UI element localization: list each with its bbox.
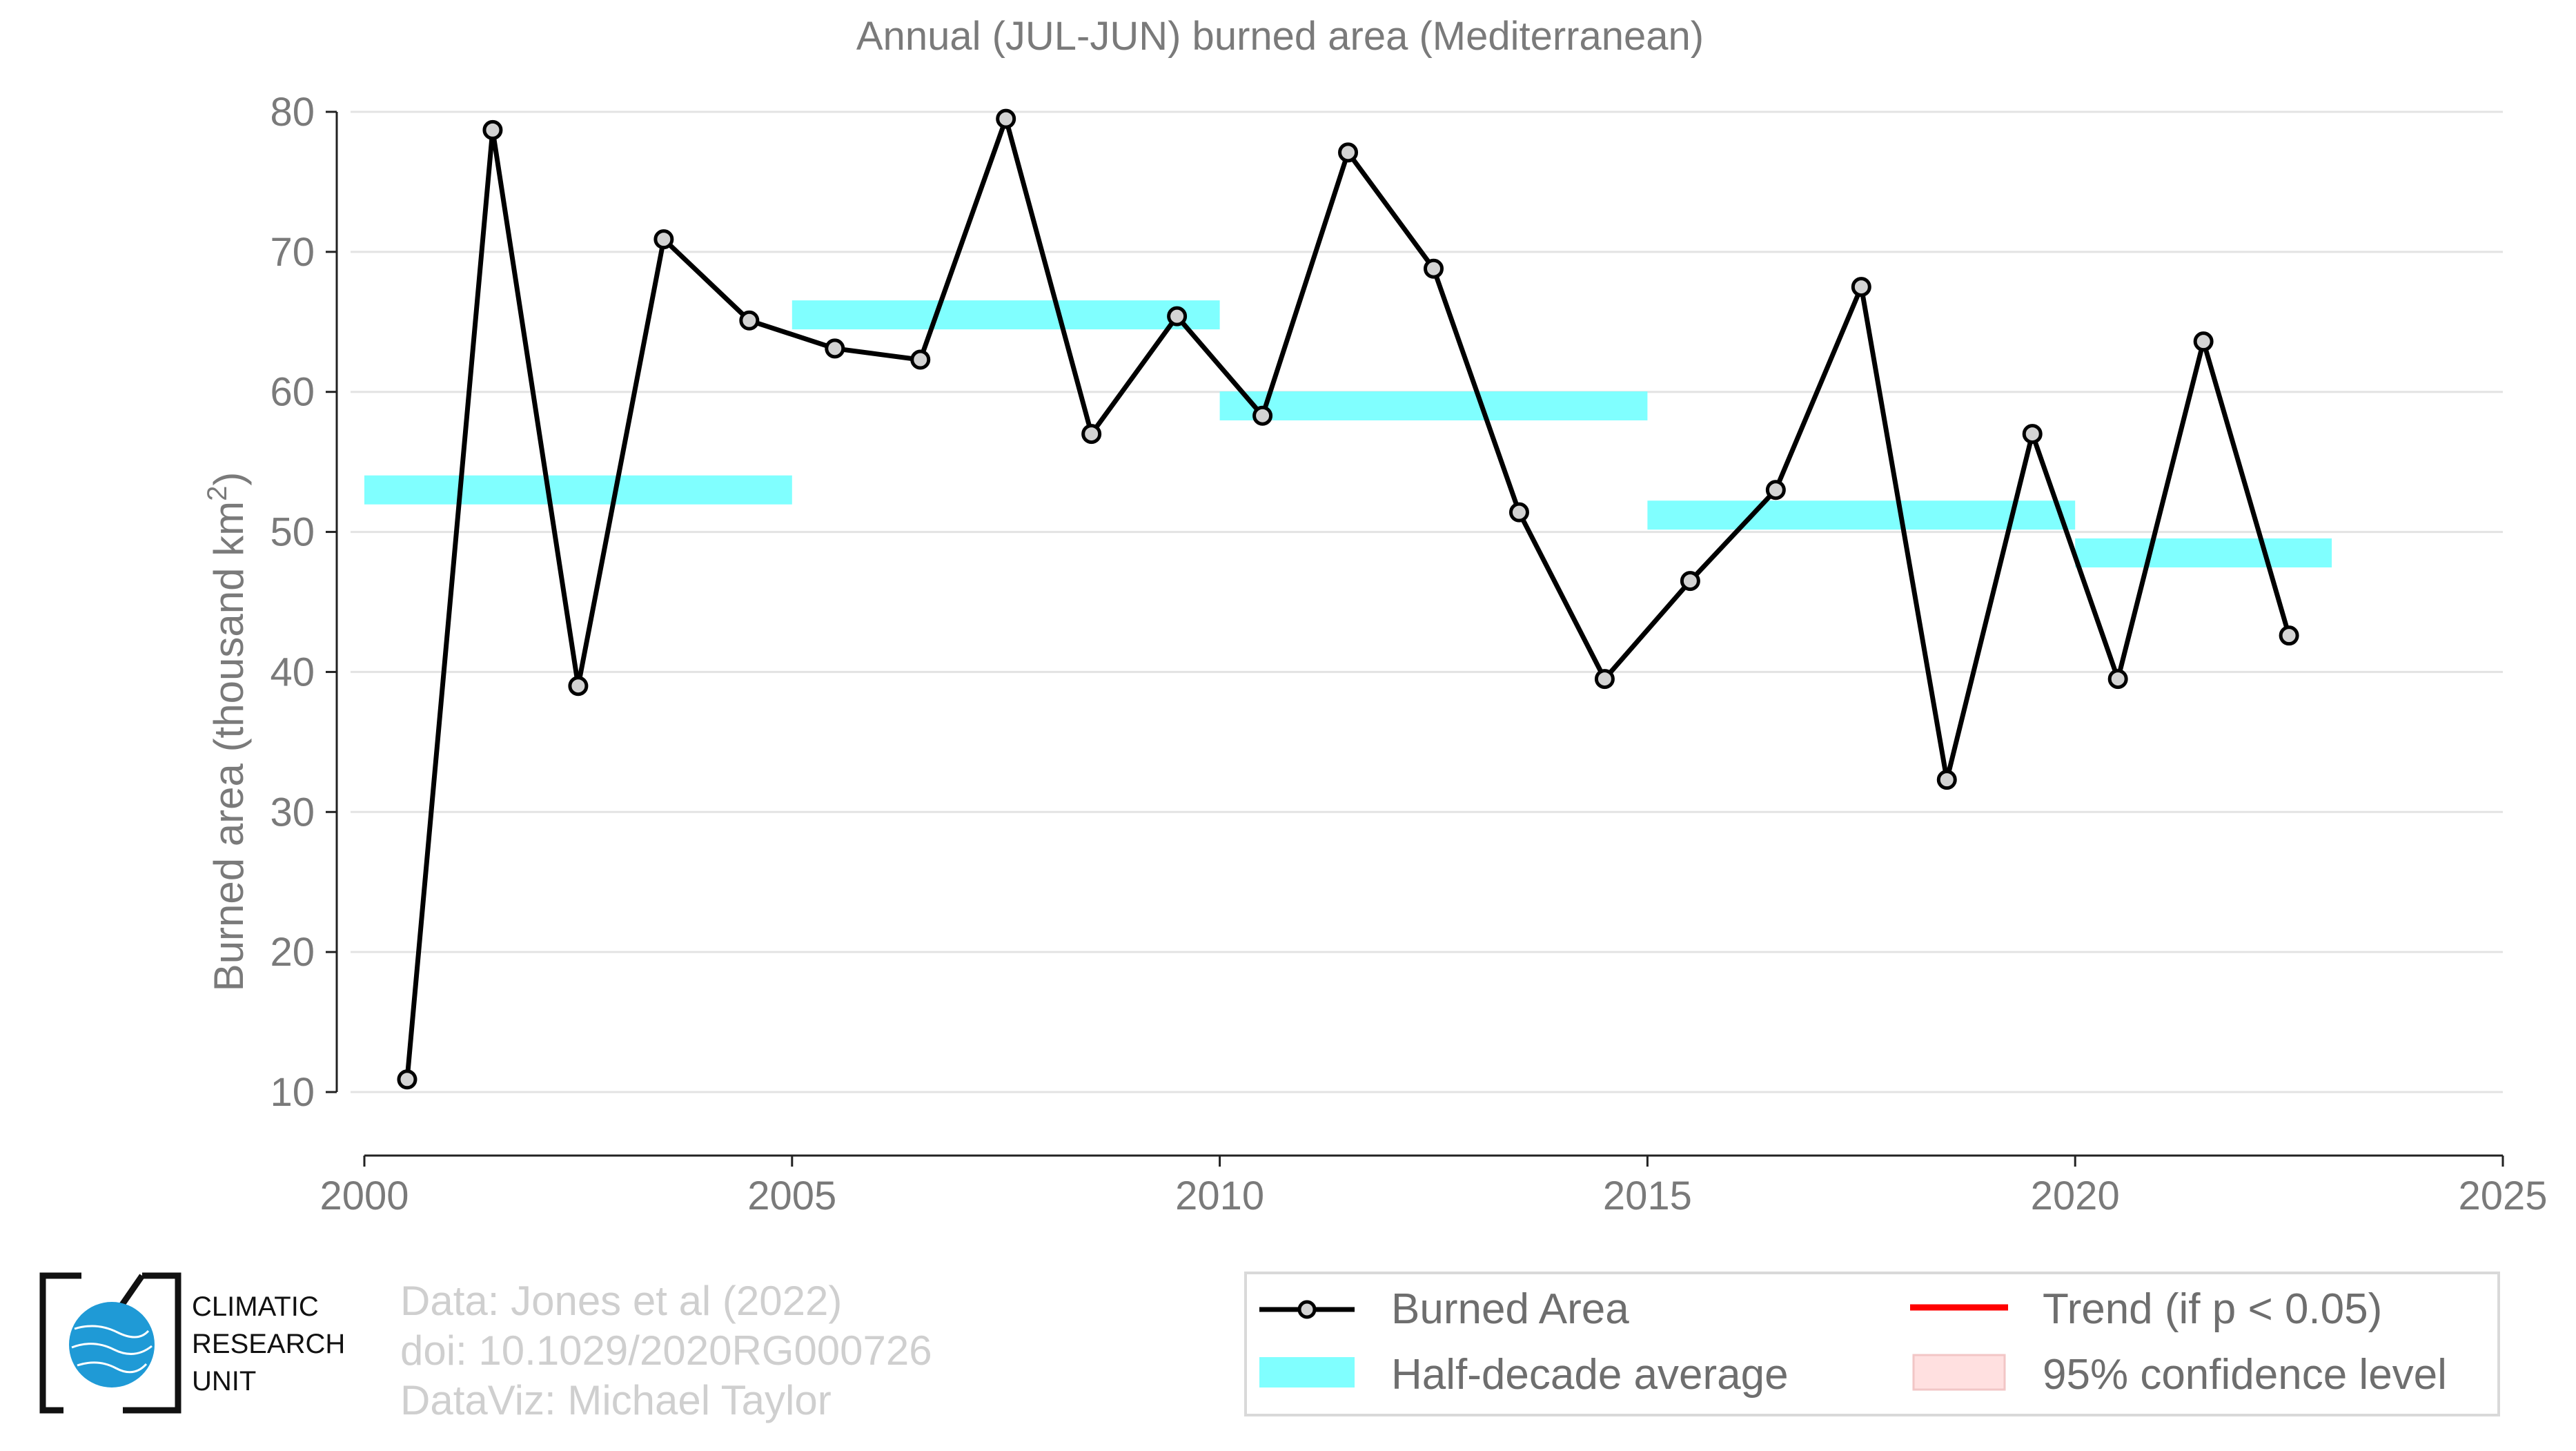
legend-burned-area-marker [1297,1300,1317,1319]
data-point [482,119,503,140]
globe-line [71,1343,153,1355]
data-point [1252,405,1273,426]
burned-area-series [397,108,2299,1090]
logo-bracket-left [39,1272,81,1414]
data-point [996,108,1016,129]
x-tick-label: 2010 [1175,1174,1264,1218]
y-tick-label: 60 [270,370,315,415]
legend-item-trend: Trend (if p < 0.05) [1910,1285,2382,1333]
half-decade-bar [792,300,1220,330]
logo-text-climatic: CLIMATIC [192,1292,319,1322]
data-point [2279,625,2299,646]
data-point [1936,770,1957,790]
half-decade-average-bands [364,300,2332,567]
data-point [2022,424,2043,445]
globe-line [77,1361,148,1374]
x-tick-label: 2005 [747,1174,836,1218]
x-axis: 2000 2005 2010 2015 2020 2025 [319,1154,2548,1218]
data-point [1594,669,1615,690]
y-axis-label: Burned area (thousand km2) [202,472,252,992]
data-point [2107,669,2128,690]
legend: Burned Area Trend (if p < 0.05) Half-dec… [1244,1272,2500,1416]
legend-frame [1244,1272,2500,1416]
legend-label-burned-area: Burned Area [1391,1285,1629,1333]
legend-confidence-swatch [1912,1354,2006,1391]
data-point [825,338,845,359]
data-point [1851,277,1871,298]
data-point [397,1069,417,1090]
data-point [653,229,674,250]
y-tick-label: 80 [270,90,315,135]
logo-text-research: RESEARCH [192,1329,345,1359]
y-tick-label: 50 [270,510,315,555]
burned-area-line [404,116,2292,1080]
globe-disc [69,1302,155,1387]
y-tick-label: 30 [270,790,315,835]
half-decade-bar [1647,500,2076,530]
credit-dataviz: DataViz: Michael Taylor [400,1377,832,1423]
data-point [1765,480,1786,500]
credits: Data: Jones et al (2022) doi: 10.1029/20… [400,1278,932,1423]
globe-icon [69,1302,155,1387]
data-point [1424,258,1444,279]
data-point [1680,571,1700,592]
legend-item-confidence: 95% confidence level [1912,1351,2447,1399]
credit-doi: doi: 10.1029/2020RG000726 [400,1327,932,1374]
y-tick-label: 70 [270,230,315,275]
x-tick-label: 2000 [319,1174,409,1218]
half-decade-bar [2075,538,2332,567]
legend-half-decade-swatch [1259,1357,1355,1387]
y-axis-label-text: Burned area (thousand km [206,501,252,991]
legend-item-burned-area: Burned Area [1259,1285,1629,1333]
data-point [739,310,760,331]
data-point [1338,142,1359,163]
y-axis-label-superscript: 2 [202,486,233,501]
half-decade-bar [1219,391,1648,420]
legend-label-half-decade: Half-decade average [1391,1351,1789,1399]
logo-text-unit: UNIT [192,1366,256,1396]
x-tick-label: 2020 [2031,1174,2120,1218]
cru-logo: CLIMATIC RESEARCH UNIT [39,1272,345,1414]
x-tick-label: 2025 [2458,1174,2547,1218]
y-axis-label-close: ) [206,472,252,486]
legend-label-trend: Trend (if p < 0.05) [2043,1285,2382,1333]
legend-label-confidence: 95% confidence level [2043,1351,2447,1399]
data-point [1167,306,1188,327]
data-point [568,676,589,697]
y-tick-label: 10 [270,1070,315,1115]
data-point [2193,331,2214,352]
y-tick-label: 40 [270,650,315,694]
legend-item-half-decade: Half-decade average [1259,1351,1789,1399]
y-axis: 10 20 30 40 50 60 70 80 [270,90,338,1115]
half-decade-bar [364,475,792,505]
y-tick-label: 20 [270,930,315,975]
x-tick-label: 2015 [1603,1174,1692,1218]
chart-title: Annual (JUL-JUN) burned area (Mediterran… [856,14,1704,59]
data-point [1081,424,1102,445]
logo-bracket-right [123,1272,181,1414]
data-point [910,349,931,370]
credit-data: Data: Jones et al (2022) [400,1278,842,1324]
data-point [1508,502,1529,523]
globe-line [74,1325,150,1338]
